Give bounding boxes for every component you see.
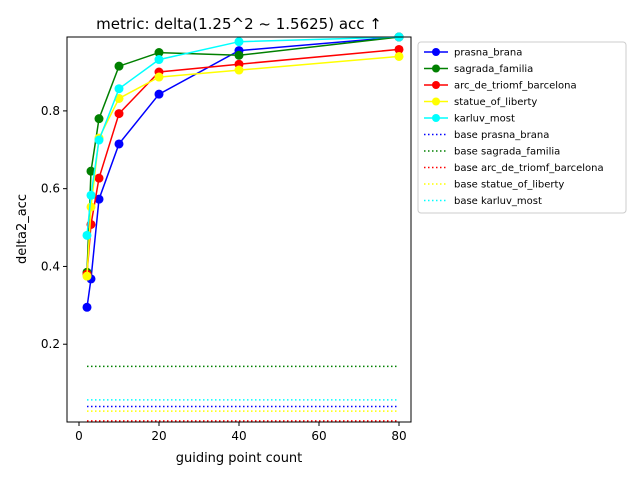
series-3-point-1 [86, 202, 96, 212]
legend-marker-0 [432, 48, 440, 56]
series-0-point-3 [114, 139, 124, 149]
y-tick-label-0: 0.2 [41, 337, 60, 351]
legend: prasna_brana sagrada_familia arc_de_triomf… [417, 41, 627, 214]
legend-label-3: statue_of_liberty [454, 97, 537, 108]
x-tick-label-4: 80 [391, 429, 406, 443]
series-1-point-2 [94, 114, 104, 124]
series-4-point-5 [234, 37, 244, 47]
legend-marker-2 [432, 81, 440, 89]
y-tick-label-3: 0.8 [41, 104, 60, 118]
y-tick-label-1: 0.4 [41, 259, 60, 273]
legend-marker-3 [432, 97, 440, 106]
series-2-point-3 [114, 109, 124, 119]
series-0-point-2 [94, 194, 104, 204]
series-1-point-4 [154, 48, 164, 58]
legend-marker-1 [432, 64, 440, 73]
series-1-point-1 [86, 166, 96, 176]
series-3-point-6 [394, 51, 404, 61]
series-3-point-5 [234, 65, 244, 75]
series-line-4 [86, 36, 400, 236]
series-2-point-2 [94, 173, 104, 183]
series-4-point-0 [82, 230, 92, 240]
y-axis-label: delta2_acc [15, 194, 30, 264]
chart-title: metric: delta(1.25^2 ~ 1.5625) acc ↑ [96, 15, 382, 33]
legend-label-2: arc_de_triomf_barcelona [454, 81, 577, 92]
series-4-point-1 [86, 190, 96, 200]
series-1-point-5 [234, 50, 244, 60]
legend-label-8: base statue_of_liberty [454, 180, 564, 191]
series-line-1 [86, 36, 400, 273]
series-4-point-3 [114, 84, 124, 94]
legend-label-4: karluv_most [454, 114, 515, 125]
x-tick-label-3: 60 [311, 429, 326, 443]
series-2-point-6 [394, 44, 404, 54]
x-tick-label-2: 40 [231, 429, 246, 443]
legend-marker-4 [432, 114, 440, 122]
legend-label-9: base karluv_most [454, 196, 542, 207]
legend-label-7: base arc_de_triomf_barcelona [454, 163, 604, 174]
legend-label-6: base sagrada_familia [454, 147, 560, 158]
series-3-point-4 [154, 72, 164, 82]
series-line-2 [86, 48, 400, 275]
series-1-point-3 [114, 61, 124, 71]
legend-label-0: prasna_brana [454, 48, 522, 59]
x-axis-label: guiding point count [176, 451, 303, 466]
series-3-point-0 [82, 271, 92, 281]
series-4-point-2 [94, 135, 104, 145]
series-0-point-0 [82, 302, 92, 312]
x-tick-label-0: 0 [75, 429, 83, 443]
plot-area: 0 20 40 60 80 0.2 0.4 0.6 0.8 [41, 32, 412, 443]
legend-box [417, 41, 627, 214]
legend-label-1: sagrada_familia [454, 64, 533, 75]
series-0-point-4 [154, 89, 164, 99]
series-line-3 [86, 55, 400, 277]
y-tick-label-2: 0.6 [41, 182, 60, 196]
x-tick-label-1: 20 [151, 429, 166, 443]
series-4-point-4 [154, 55, 164, 65]
legend-label-5: base prasna_brana [454, 130, 549, 141]
